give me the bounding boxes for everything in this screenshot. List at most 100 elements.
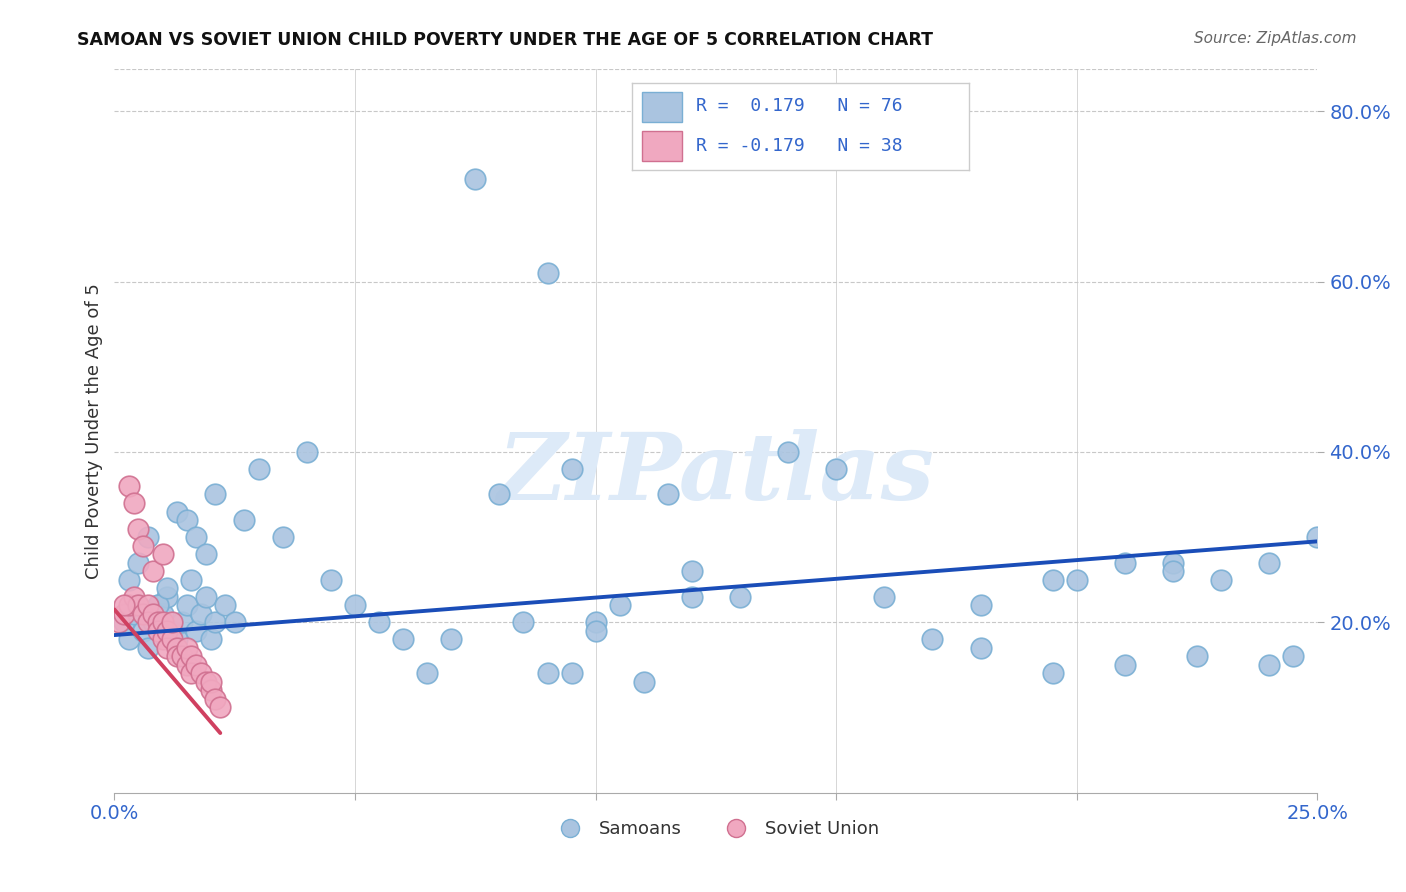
Point [122, 607, 145, 621]
Point [416, 666, 439, 681]
Point [1258, 657, 1281, 672]
Point [166, 649, 188, 664]
Point [873, 590, 896, 604]
Point [108, 615, 131, 630]
Point [146, 599, 169, 613]
Point [609, 599, 631, 613]
Point [127, 599, 149, 613]
Point [156, 590, 179, 604]
Point [176, 599, 198, 613]
Point [136, 615, 159, 630]
Point [1258, 556, 1281, 570]
Point [204, 615, 226, 630]
Point [728, 590, 751, 604]
Point [176, 513, 198, 527]
Point [186, 530, 208, 544]
Point [170, 615, 193, 630]
Point [118, 632, 141, 647]
Point [180, 649, 202, 664]
Text: ZIPatlas: ZIPatlas [498, 429, 935, 519]
Point [585, 624, 607, 638]
Point [204, 692, 226, 706]
Point [152, 607, 174, 621]
Point [156, 624, 179, 638]
Point [160, 624, 183, 638]
Point [160, 615, 183, 630]
Point [200, 683, 222, 698]
Y-axis label: Child Poverty Under the Age of 5: Child Poverty Under the Age of 5 [86, 283, 103, 579]
Point [1306, 530, 1329, 544]
Point [194, 547, 217, 561]
Point [825, 462, 848, 476]
Point [127, 522, 149, 536]
Point [127, 599, 149, 613]
Point [1042, 573, 1064, 587]
Point [166, 640, 188, 655]
Point [295, 445, 318, 459]
Point [1066, 573, 1088, 587]
Point [561, 462, 583, 476]
Point [209, 700, 232, 714]
Point [142, 564, 165, 578]
Point [112, 599, 135, 613]
Point [112, 615, 135, 630]
Legend: Samoans, Soviet Union: Samoans, Soviet Union [546, 813, 887, 846]
Point [1042, 666, 1064, 681]
Point [536, 666, 558, 681]
Point [122, 590, 145, 604]
Point [585, 615, 607, 630]
Point [969, 599, 991, 613]
Point [190, 607, 212, 621]
Point [152, 615, 174, 630]
Point [176, 640, 198, 655]
Point [180, 573, 202, 587]
Point [142, 615, 165, 630]
Point [132, 624, 155, 638]
Point [160, 632, 183, 647]
Point [132, 539, 155, 553]
Point [152, 547, 174, 561]
Point [633, 674, 655, 689]
Point [166, 632, 188, 647]
Point [118, 599, 141, 613]
Point [186, 657, 208, 672]
Point [146, 624, 169, 638]
Point [136, 599, 159, 613]
Point [512, 615, 534, 630]
Point [657, 487, 679, 501]
Point [536, 266, 558, 280]
Point [122, 496, 145, 510]
Point [969, 640, 991, 655]
Point [156, 581, 179, 595]
Point [146, 599, 169, 613]
Point [561, 666, 583, 681]
Point [440, 632, 463, 647]
Point [180, 666, 202, 681]
Point [464, 172, 486, 186]
Point [681, 564, 703, 578]
Point [392, 632, 415, 647]
Point [132, 607, 155, 621]
Point [200, 674, 222, 689]
Point [194, 674, 217, 689]
Point [142, 607, 165, 621]
Point [1114, 657, 1136, 672]
Point [200, 632, 222, 647]
Point [233, 513, 256, 527]
Point [146, 615, 169, 630]
Point [176, 657, 198, 672]
Point [186, 624, 208, 638]
Point [1114, 556, 1136, 570]
Point [1161, 564, 1184, 578]
Point [118, 479, 141, 493]
Point [204, 487, 226, 501]
Point [778, 445, 800, 459]
Point [1211, 573, 1233, 587]
Point [271, 530, 294, 544]
Point [1185, 649, 1208, 664]
Point [921, 632, 943, 647]
Point [368, 615, 391, 630]
Point [194, 590, 217, 604]
Point [156, 640, 179, 655]
Point [681, 590, 703, 604]
